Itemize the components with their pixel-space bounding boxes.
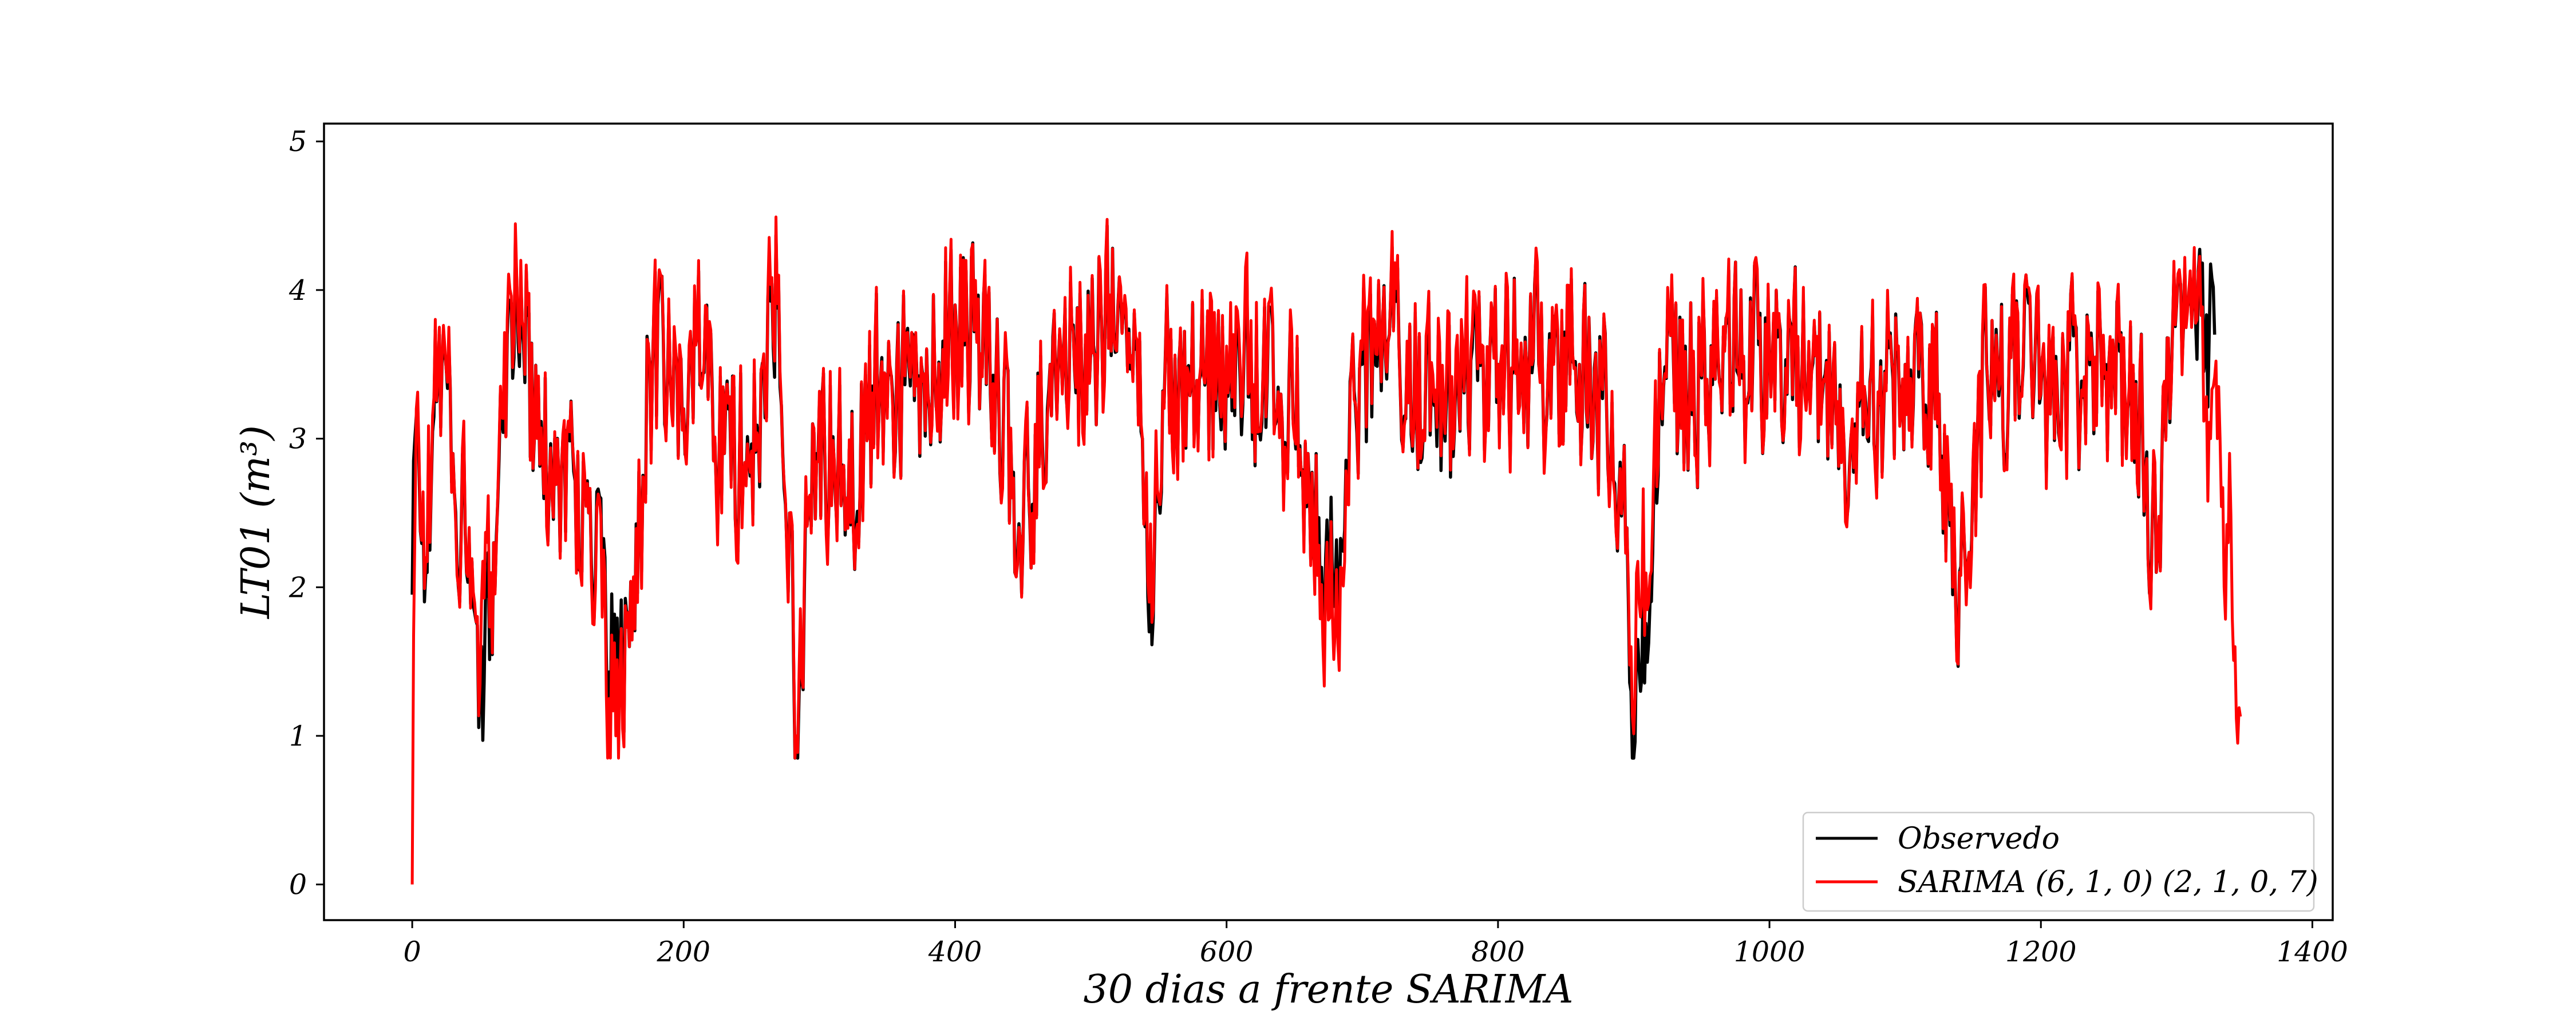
y-tick-label: 5: [289, 125, 307, 158]
y-tick-label: 4: [289, 274, 307, 307]
y-axis: 0 1 2 3 4 5: [289, 125, 324, 901]
x-axis-title: 30 dias a frente SARIMA: [1083, 967, 1573, 1012]
x-tick-label: 200: [657, 936, 711, 968]
x-tick-label: 400: [928, 936, 982, 968]
x-tick-label: 1400: [2277, 936, 2348, 968]
y-axis-title: LT01 (m³): [234, 425, 279, 620]
y-tick-label: 3: [289, 423, 307, 455]
y-tick-label: 1: [289, 720, 307, 752]
x-tick-label: 0: [404, 936, 421, 968]
x-tick-label: 1000: [1734, 936, 1805, 968]
x-tick-label: 800: [1471, 936, 1525, 968]
legend-label-observedo: Observedo: [1898, 822, 2060, 856]
x-tick-label: 1200: [2005, 936, 2077, 968]
plot-frame: [323, 122, 2334, 921]
x-axis: 0 200 400 600 800 1000 1200 1400: [404, 920, 2348, 968]
plot-lines: [410, 215, 2242, 885]
y-tick-label: 2: [289, 571, 307, 604]
legend: Observedo SARIMA (6, 1, 0) (2, 1, 0, 7): [1802, 811, 2318, 912]
y-tick-label: 0: [289, 869, 307, 901]
series-line-sarima: [410, 215, 2242, 885]
legend-box: [1802, 811, 2315, 912]
legend-label-sarima: SARIMA (6, 1, 0) (2, 1, 0, 7): [1898, 865, 2318, 900]
x-tick-label: 600: [1200, 936, 1254, 968]
